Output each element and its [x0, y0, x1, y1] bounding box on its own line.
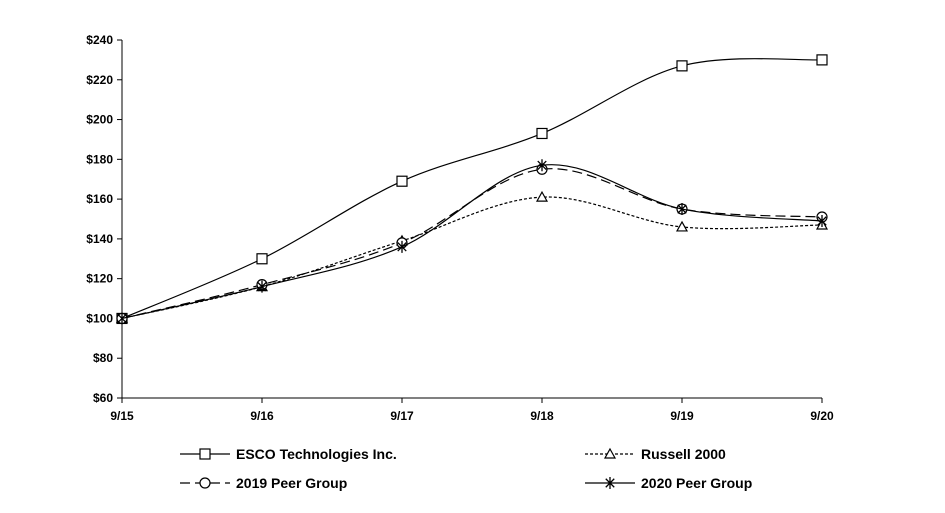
legend-item: Russell 2000 — [585, 446, 726, 462]
y-tick-label: $140 — [86, 232, 113, 246]
legend-item: ESCO Technologies Inc. — [180, 446, 397, 462]
x-tick-label: 9/18 — [530, 409, 554, 423]
legend-marker — [603, 447, 617, 459]
y-tick-label: $60 — [93, 391, 113, 405]
y-tick-label: $200 — [86, 113, 113, 127]
chart-legend: ESCO Technologies Inc. Russell 2000 2019 P… — [180, 446, 752, 491]
legend-label: 2020 Peer Group — [641, 475, 752, 491]
series-triangle — [115, 190, 829, 324]
data-point — [676, 60, 688, 72]
data-point — [677, 203, 687, 216]
data-point — [257, 280, 267, 293]
x-tick-label: 9/17 — [390, 409, 414, 423]
data-point — [675, 220, 689, 232]
y-tick-label: $120 — [86, 272, 113, 286]
data-point — [396, 175, 408, 187]
chart-axes: $60 $80 $100 $120 $140 $160 $180 $200 $220 $240 9/… — [86, 33, 834, 423]
series-line — [121, 58, 823, 319]
x-tick-label: 9/19 — [670, 409, 694, 423]
series-circle — [116, 163, 828, 325]
data-point — [117, 312, 127, 325]
data-point — [256, 253, 268, 265]
legend-label: 2019 Peer Group — [236, 475, 347, 491]
y-tick-label: $240 — [86, 33, 113, 47]
y-tick-label: $180 — [86, 152, 113, 166]
series-square — [116, 54, 828, 325]
data-point — [816, 54, 828, 66]
data-point — [535, 190, 549, 202]
y-tick-label: $160 — [86, 192, 113, 206]
y-tick-label: $100 — [86, 311, 113, 325]
series-line — [121, 196, 823, 320]
legend-item: 2020 Peer Group — [585, 475, 752, 491]
series-line — [121, 164, 823, 320]
y-tick-label: $80 — [93, 351, 113, 365]
chart-series — [115, 54, 829, 325]
x-tick-label: 9/15 — [110, 409, 134, 423]
legend-marker — [199, 477, 211, 489]
legend-marker — [199, 448, 211, 460]
legend-item: 2019 Peer Group — [180, 475, 347, 491]
legend-label: Russell 2000 — [641, 446, 726, 462]
legend-label: ESCO Technologies Inc. — [236, 446, 397, 462]
legend-marker — [605, 477, 615, 489]
series-star — [117, 159, 827, 325]
x-tick-label: 9/20 — [810, 409, 834, 423]
y-tick-label: $220 — [86, 73, 113, 87]
x-tick-label: 9/16 — [250, 409, 274, 423]
data-point — [397, 240, 407, 253]
data-point — [536, 127, 548, 140]
data-point — [817, 214, 827, 227]
data-point — [537, 159, 547, 172]
